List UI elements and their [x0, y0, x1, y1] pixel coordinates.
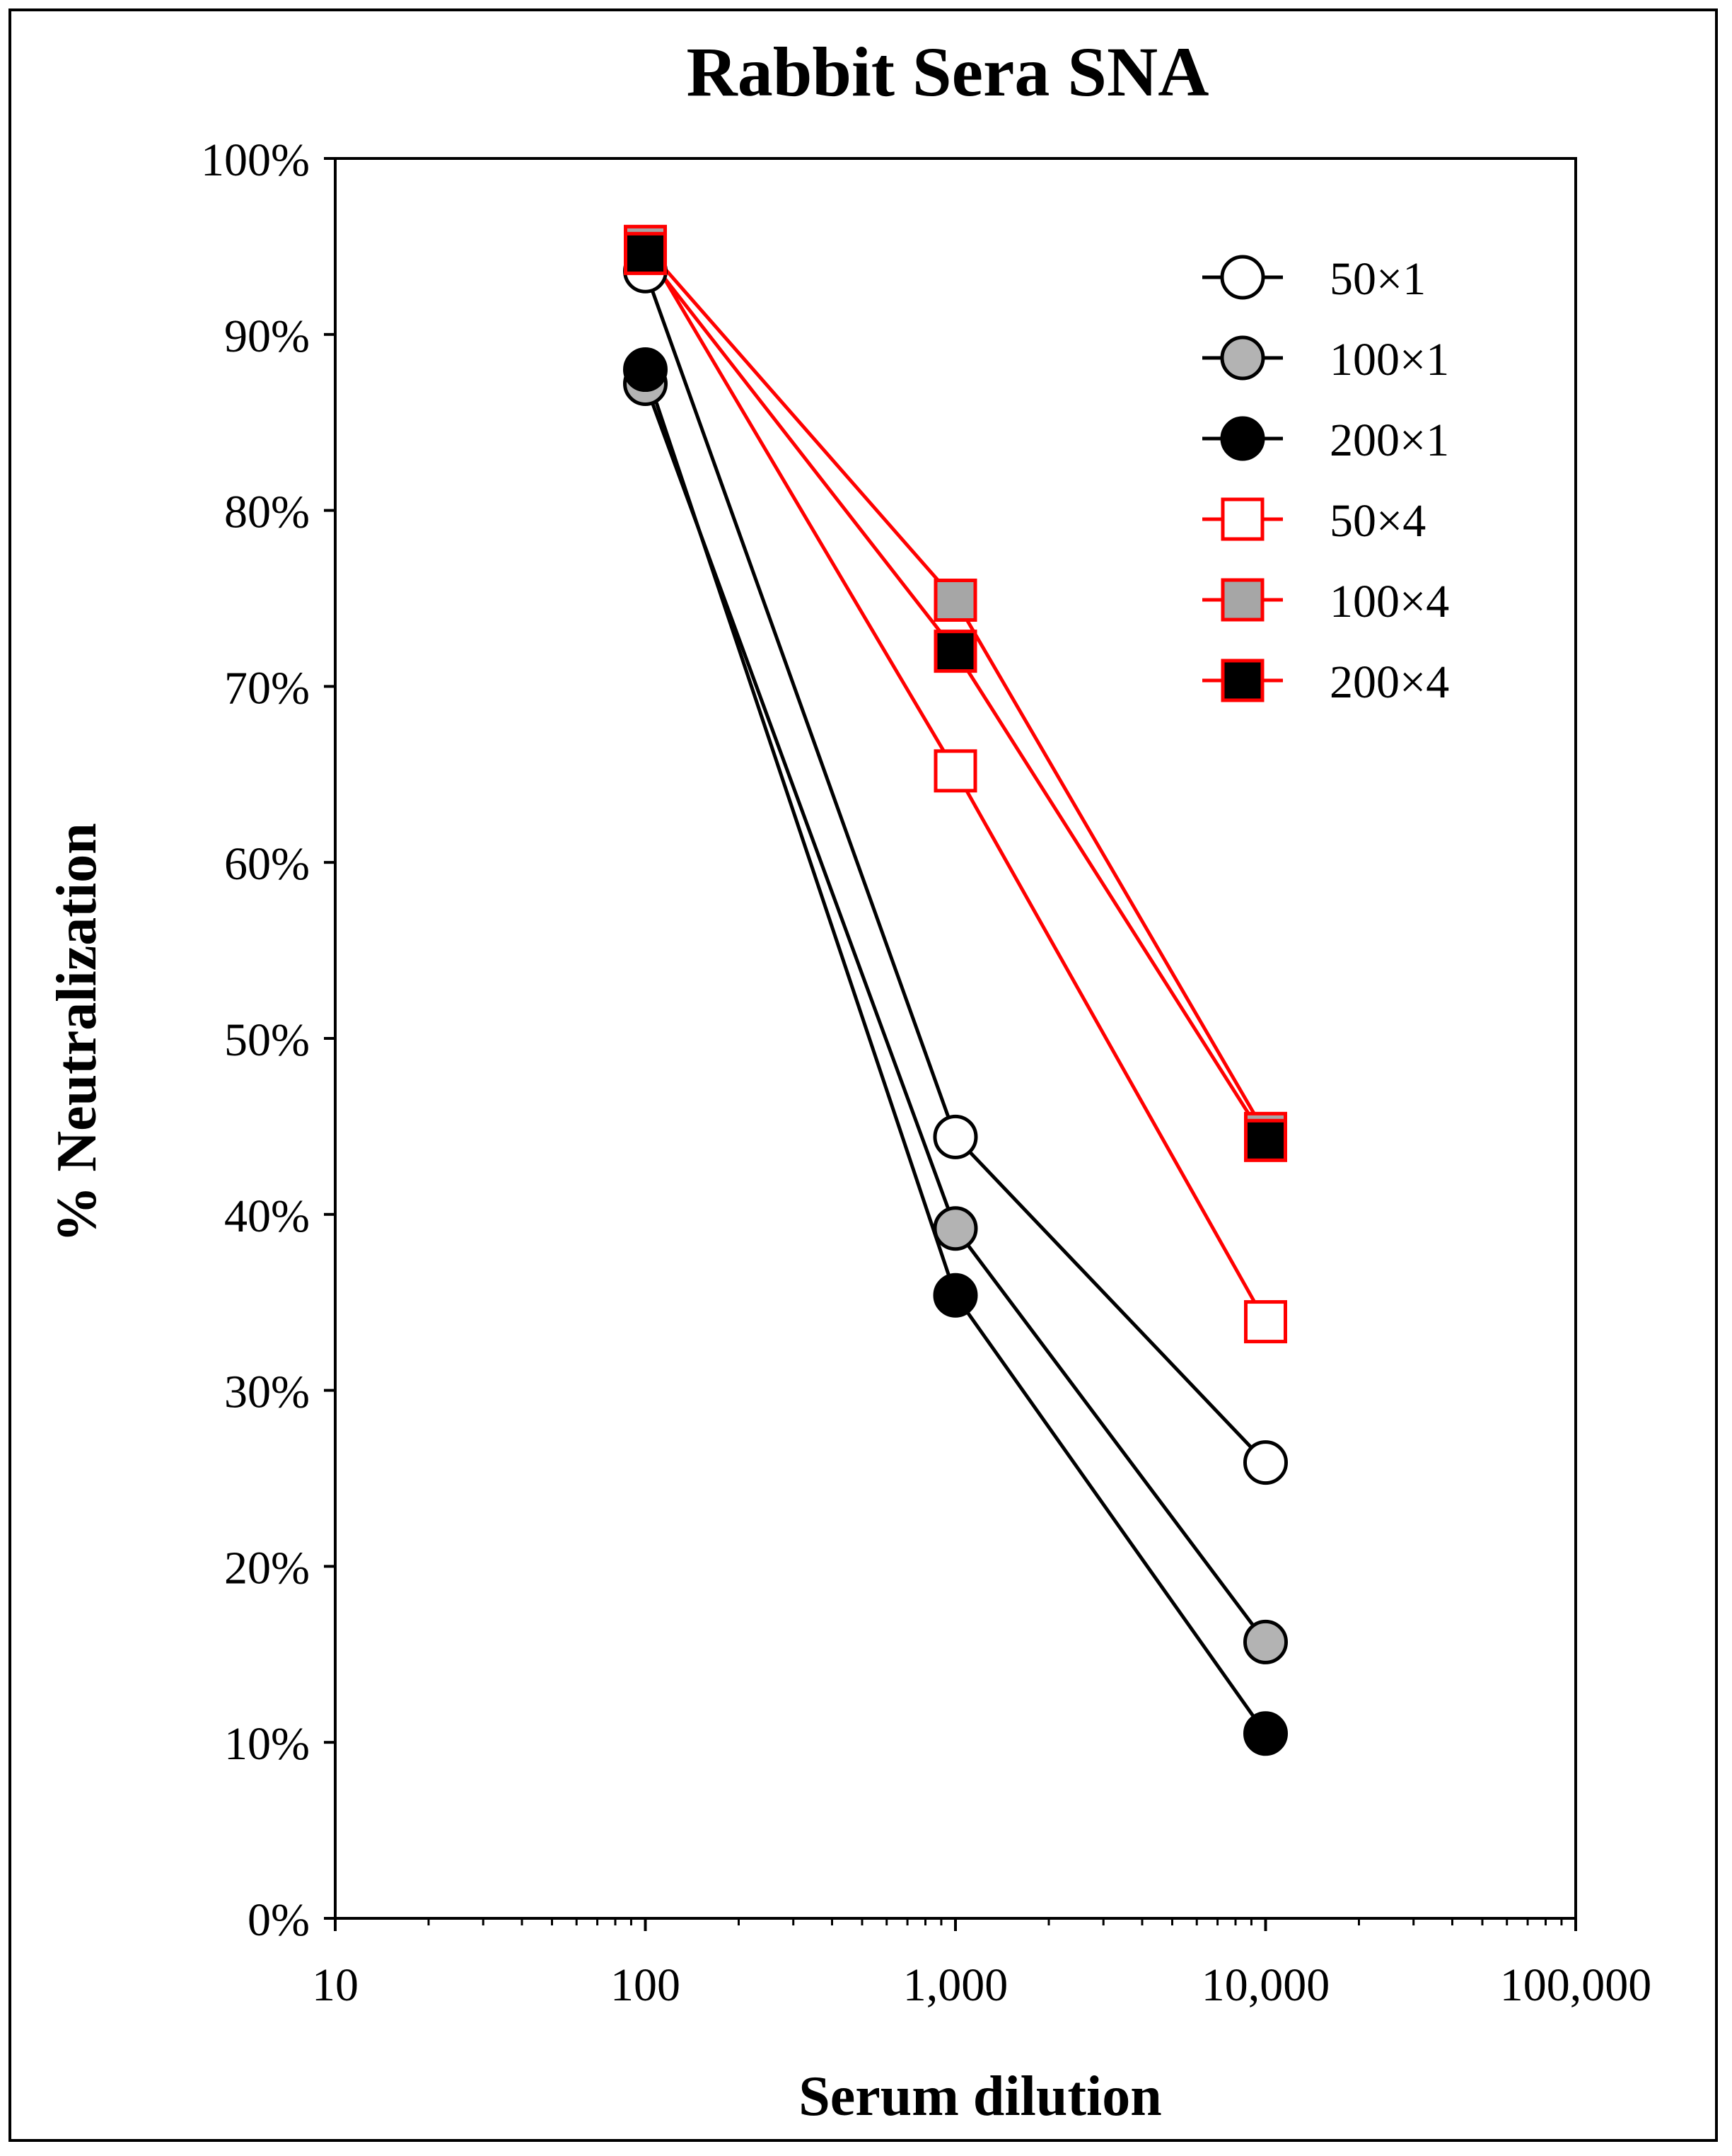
x-tick-label: 10: [312, 1959, 359, 2011]
y-axis-label: % Neutralization: [46, 823, 108, 1242]
x-tick-label: 10,000: [1202, 1959, 1330, 2011]
legend-marker: [1220, 255, 1265, 300]
y-tick-label: 30%: [224, 1367, 310, 1418]
legend-marker: [1221, 578, 1265, 622]
legend-marker: [1220, 335, 1265, 381]
chart-frame: [8, 8, 1718, 2142]
x-axis-label: Serum dilution: [798, 2065, 1161, 2128]
legend-label: 50×1: [1330, 253, 1426, 305]
y-tick-label: 20%: [224, 1542, 310, 1594]
data-point: [934, 578, 977, 622]
x-tick-label: 1,000: [903, 1959, 1009, 2011]
data-point: [934, 749, 977, 793]
y-axis: 0% 10% 20% 30% 40% 50% 60% 70% 80% 90% 100%: [201, 134, 335, 1946]
y-tick-label: 90%: [224, 311, 310, 362]
legend-label: 200×1: [1330, 415, 1449, 466]
y-tick-label: 0%: [248, 1894, 310, 1946]
y-tick-label: 60%: [224, 838, 310, 890]
y-tick-label: 40%: [224, 1190, 310, 1242]
legend-label: 100×4: [1330, 576, 1449, 627]
series-line: [644, 252, 1267, 1142]
legend-marker: [1220, 416, 1265, 461]
y-tick-label: 100%: [201, 134, 310, 186]
y-tick-label: 80%: [224, 487, 310, 538]
data-point: [933, 1206, 978, 1251]
legend-label: 200×4: [1330, 656, 1449, 708]
data-point: [933, 1114, 978, 1159]
series-line: [644, 369, 1267, 1735]
data-point: [934, 630, 977, 673]
data-point: [1244, 1118, 1287, 1162]
y-tick-label: 70%: [224, 662, 310, 714]
data-point: [623, 347, 668, 393]
legend: 50×1 100×1 200×1 50×4 100×4 200×4: [1202, 253, 1449, 708]
series-line: [644, 245, 1267, 1135]
x-tick-label: 100,000: [1500, 1959, 1652, 2011]
x-axis: 10 100 1,000 10,000 100,000: [312, 1918, 1651, 2011]
data-point: [624, 231, 667, 275]
y-tick-label: 10%: [224, 1718, 310, 1770]
data-point: [1243, 1619, 1288, 1664]
y-tick-label: 50%: [224, 1014, 310, 1066]
data-point: [933, 1273, 978, 1318]
data-point: [1244, 1300, 1287, 1344]
data-point: [1243, 1711, 1288, 1756]
legend-label: 50×4: [1330, 495, 1426, 547]
x-tick-label: 100: [610, 1959, 680, 2011]
legend-label: 100×1: [1330, 334, 1449, 386]
series-lines: [644, 245, 1267, 1735]
data-point: [1243, 1440, 1288, 1485]
series-line: [644, 383, 1267, 1643]
legend-marker: [1221, 659, 1265, 702]
chart-title: Rabbit Sera SNA: [687, 33, 1209, 111]
series-markers: [623, 224, 1288, 1756]
legend-marker: [1221, 497, 1265, 541]
